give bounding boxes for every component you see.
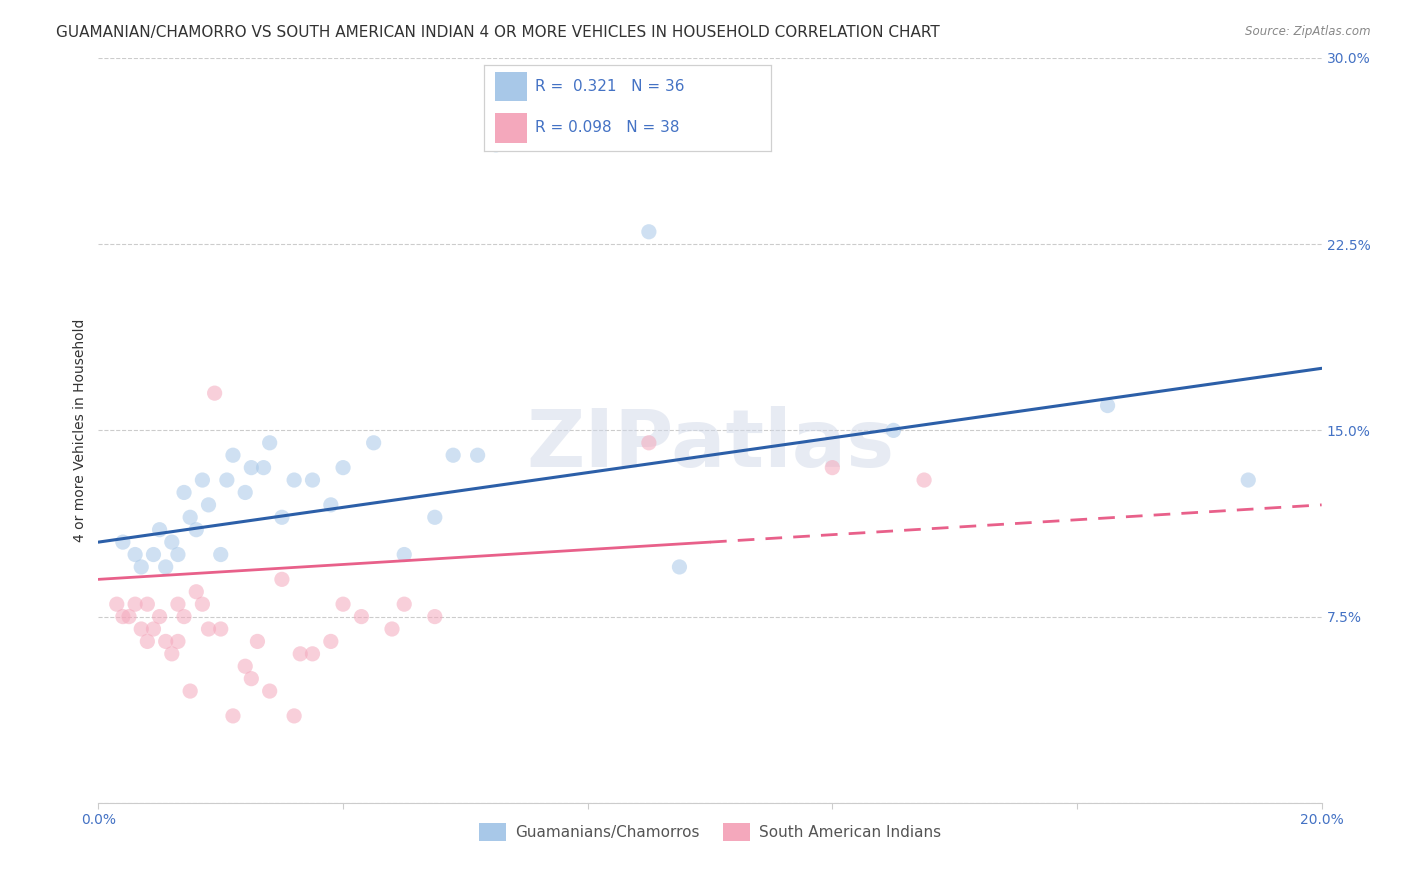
Point <box>191 473 214 487</box>
Point <box>167 548 190 562</box>
Point <box>350 609 373 624</box>
Point <box>179 684 201 698</box>
Point <box>392 548 416 562</box>
Point <box>129 622 152 636</box>
Point <box>160 535 183 549</box>
Point <box>191 597 214 611</box>
Point <box>259 435 281 450</box>
Point <box>423 609 446 624</box>
Point <box>467 448 489 462</box>
Point <box>209 622 232 636</box>
Point <box>209 548 232 562</box>
Text: ZIPatlas: ZIPatlas <box>526 406 894 484</box>
Point <box>290 647 312 661</box>
Point <box>204 386 226 401</box>
Text: Source: ZipAtlas.com: Source: ZipAtlas.com <box>1246 25 1371 38</box>
Point <box>124 548 146 562</box>
Point <box>197 622 219 636</box>
Point <box>111 609 134 624</box>
Point <box>283 709 305 723</box>
Point <box>283 473 305 487</box>
Point <box>186 584 208 599</box>
Point <box>197 498 219 512</box>
Point <box>160 647 183 661</box>
Point <box>252 460 274 475</box>
Point <box>1097 399 1119 413</box>
Point <box>222 448 245 462</box>
Point <box>441 448 464 462</box>
Point <box>136 597 159 611</box>
Legend: Guamanians/Chamorros, South American Indians: Guamanians/Chamorros, South American Ind… <box>472 816 948 847</box>
Point <box>155 634 177 648</box>
Point <box>222 709 245 723</box>
Point <box>167 597 190 611</box>
Point <box>319 498 342 512</box>
Point <box>912 473 935 487</box>
Point <box>332 597 354 611</box>
Point <box>270 573 292 587</box>
Point <box>301 473 323 487</box>
Point <box>129 560 152 574</box>
Point <box>246 634 269 648</box>
Point <box>142 548 165 562</box>
Point <box>392 597 416 611</box>
Point <box>270 510 292 524</box>
Point <box>111 535 134 549</box>
Point <box>259 684 281 698</box>
Y-axis label: 4 or more Vehicles in Household: 4 or more Vehicles in Household <box>73 318 87 542</box>
Point <box>173 485 195 500</box>
Point <box>173 609 195 624</box>
Point <box>668 560 690 574</box>
Point <box>155 560 177 574</box>
Point <box>332 460 354 475</box>
Point <box>423 510 446 524</box>
Point <box>118 609 141 624</box>
Point <box>124 597 146 611</box>
Point <box>821 460 844 475</box>
Point <box>1237 473 1260 487</box>
Point <box>319 634 342 648</box>
Point <box>883 423 905 437</box>
Point <box>149 523 172 537</box>
Point <box>637 435 661 450</box>
Point <box>179 510 201 524</box>
Point <box>485 137 508 152</box>
Text: GUAMANIAN/CHAMORRO VS SOUTH AMERICAN INDIAN 4 OR MORE VEHICLES IN HOUSEHOLD CORR: GUAMANIAN/CHAMORRO VS SOUTH AMERICAN IND… <box>56 25 941 40</box>
Point <box>233 485 256 500</box>
Point <box>142 622 165 636</box>
Point <box>105 597 128 611</box>
Point <box>240 672 263 686</box>
Point <box>301 647 323 661</box>
Point <box>381 622 404 636</box>
Point <box>186 523 208 537</box>
Point <box>136 634 159 648</box>
Point <box>240 460 263 475</box>
Point <box>215 473 238 487</box>
Point <box>637 225 661 239</box>
Point <box>233 659 256 673</box>
Point <box>149 609 172 624</box>
Point <box>167 634 190 648</box>
Point <box>363 435 385 450</box>
